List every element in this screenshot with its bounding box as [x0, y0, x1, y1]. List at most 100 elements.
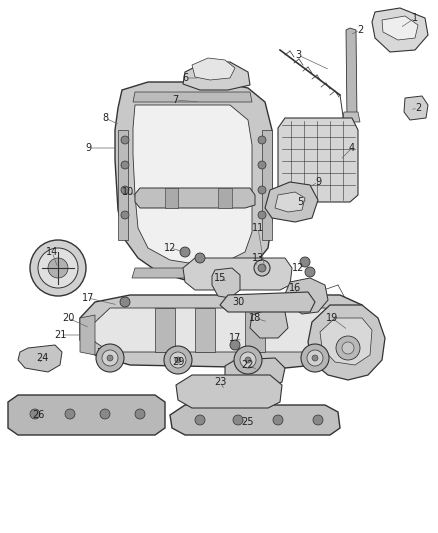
- Circle shape: [102, 350, 118, 366]
- Polygon shape: [404, 96, 428, 120]
- Text: 15: 15: [214, 273, 226, 283]
- Circle shape: [121, 186, 129, 194]
- Text: 25: 25: [242, 417, 254, 427]
- Polygon shape: [92, 308, 348, 352]
- Polygon shape: [262, 130, 272, 240]
- Text: 26: 26: [32, 410, 44, 420]
- Polygon shape: [165, 188, 178, 208]
- Circle shape: [135, 409, 145, 419]
- Text: 24: 24: [36, 353, 48, 363]
- Circle shape: [164, 346, 192, 374]
- Polygon shape: [245, 308, 265, 352]
- Circle shape: [258, 211, 266, 219]
- Circle shape: [30, 409, 40, 419]
- Text: 6: 6: [182, 73, 188, 83]
- Circle shape: [258, 264, 266, 272]
- Text: 16: 16: [289, 283, 301, 293]
- Circle shape: [175, 357, 181, 363]
- Text: 22: 22: [242, 360, 254, 370]
- Circle shape: [30, 240, 86, 296]
- Polygon shape: [372, 8, 428, 52]
- Text: 12: 12: [164, 243, 176, 253]
- Text: 17: 17: [229, 333, 241, 343]
- Circle shape: [342, 342, 354, 354]
- Circle shape: [180, 247, 190, 257]
- Polygon shape: [80, 295, 370, 368]
- Polygon shape: [278, 118, 358, 202]
- Circle shape: [273, 415, 283, 425]
- Polygon shape: [170, 405, 340, 435]
- Polygon shape: [195, 308, 215, 352]
- Polygon shape: [192, 58, 235, 80]
- Polygon shape: [115, 82, 272, 282]
- Polygon shape: [155, 308, 175, 352]
- Text: 21: 21: [54, 330, 66, 340]
- Circle shape: [121, 136, 129, 144]
- Circle shape: [121, 161, 129, 169]
- Polygon shape: [183, 258, 292, 290]
- Circle shape: [120, 297, 130, 307]
- Circle shape: [254, 260, 270, 276]
- Circle shape: [258, 136, 266, 144]
- Polygon shape: [382, 16, 418, 40]
- Polygon shape: [18, 345, 62, 372]
- Text: 3: 3: [295, 50, 301, 60]
- Polygon shape: [320, 318, 372, 365]
- Circle shape: [313, 415, 323, 425]
- Circle shape: [300, 257, 310, 267]
- Text: 2: 2: [415, 103, 421, 113]
- Circle shape: [240, 352, 256, 368]
- Polygon shape: [118, 130, 128, 240]
- Text: 18: 18: [249, 313, 261, 323]
- Text: 2: 2: [357, 25, 363, 35]
- Circle shape: [245, 357, 251, 363]
- Circle shape: [46, 354, 54, 362]
- Circle shape: [65, 409, 75, 419]
- Text: 7: 7: [172, 95, 178, 105]
- Polygon shape: [355, 308, 370, 348]
- Text: 5: 5: [297, 197, 303, 207]
- Text: 19: 19: [326, 313, 338, 323]
- Circle shape: [307, 350, 323, 366]
- Circle shape: [48, 258, 68, 278]
- Polygon shape: [8, 395, 165, 435]
- Polygon shape: [265, 182, 318, 222]
- Polygon shape: [346, 28, 357, 122]
- Text: 9: 9: [315, 177, 321, 187]
- Text: 20: 20: [62, 313, 74, 323]
- Polygon shape: [225, 358, 285, 388]
- Circle shape: [312, 355, 318, 361]
- Circle shape: [107, 355, 113, 361]
- Text: 13: 13: [252, 253, 264, 263]
- Polygon shape: [183, 62, 250, 90]
- Polygon shape: [308, 305, 385, 380]
- Polygon shape: [133, 105, 252, 264]
- Polygon shape: [176, 375, 282, 408]
- Text: 11: 11: [252, 223, 264, 233]
- Circle shape: [38, 248, 78, 288]
- Text: 9: 9: [85, 143, 91, 153]
- Circle shape: [336, 336, 360, 360]
- Circle shape: [100, 409, 110, 419]
- Text: 17: 17: [82, 293, 94, 303]
- Polygon shape: [342, 112, 360, 122]
- Circle shape: [305, 267, 315, 277]
- Polygon shape: [220, 292, 315, 312]
- Text: 29: 29: [172, 357, 184, 367]
- Polygon shape: [212, 268, 240, 298]
- Circle shape: [195, 415, 205, 425]
- Polygon shape: [135, 188, 255, 208]
- Text: 1: 1: [412, 13, 418, 23]
- Text: 14: 14: [46, 247, 58, 257]
- Text: 10: 10: [122, 187, 134, 197]
- Circle shape: [258, 161, 266, 169]
- Polygon shape: [80, 315, 95, 355]
- Circle shape: [195, 253, 205, 263]
- Circle shape: [230, 340, 240, 350]
- Text: 23: 23: [214, 377, 226, 387]
- Polygon shape: [250, 308, 288, 338]
- Polygon shape: [285, 278, 328, 314]
- Circle shape: [96, 344, 124, 372]
- Circle shape: [301, 344, 329, 372]
- Polygon shape: [275, 192, 305, 212]
